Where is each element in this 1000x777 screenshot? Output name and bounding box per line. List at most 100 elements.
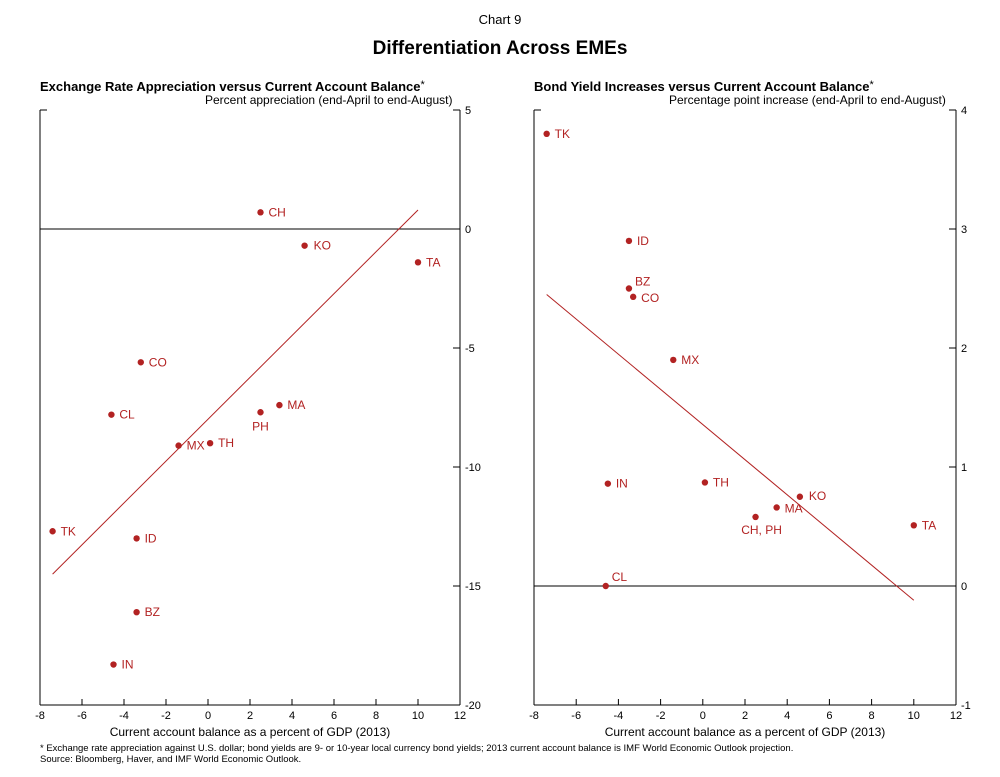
bond-point-bz: [625, 285, 633, 292]
bond-point-ma: [773, 504, 780, 511]
bond-point-label: CH, PH: [741, 523, 782, 537]
exchange-point-label: MX: [187, 439, 205, 453]
exchange-x-tick-label: 12: [454, 710, 466, 722]
bond-point-ko: [796, 493, 804, 500]
left-panel-title-marker: *: [420, 79, 425, 91]
exchange-x-axis-label: Current account balance as a percent of …: [110, 725, 391, 739]
right-panel-title-marker: *: [869, 79, 874, 91]
exchange-point-label: KO: [314, 239, 331, 253]
bond-point-id: [625, 237, 633, 245]
bond-point-tk: [543, 130, 550, 137]
exchange-point-mx: [175, 442, 182, 449]
exchange-y-tick-label: -5: [465, 343, 475, 355]
exchange-x-tick-label: -4: [119, 710, 129, 722]
bond-point-label: CO: [641, 291, 659, 305]
right-panel-title: Bond Yield Increases versus Current Acco…: [534, 79, 874, 94]
bond-x-tick-label: 2: [742, 710, 748, 722]
bond-point-label: TH: [713, 475, 729, 489]
bond-trend-line: [546, 294, 915, 601]
exchange-y-tick-label: 5: [465, 105, 471, 117]
exchange-point-bz: [133, 608, 140, 616]
exchange-x-tick-label: 0: [205, 710, 211, 722]
right-panel-title-text: Bond Yield Increases versus Current Acco…: [534, 79, 870, 94]
exchange-point-co: [137, 359, 144, 366]
exchange-x-tick-label: 8: [373, 710, 379, 722]
exchange-point-th: [206, 440, 214, 447]
bond-y-tick-label: 4: [961, 105, 967, 117]
exchange-y-tick-label: -10: [465, 462, 481, 474]
bond-point-ch-ph: [752, 513, 759, 521]
exchange-point-label: CO: [149, 355, 167, 369]
bond-point-cl: [602, 582, 609, 590]
source-note: Source: Bloomberg, Haver, and IMF World …: [40, 754, 302, 765]
main-title: Differentiation Across EMEs: [372, 38, 628, 59]
exchange-point-ph: [257, 409, 264, 416]
exchange-point-label: CH: [269, 205, 286, 219]
bond-x-tick-label: 8: [869, 710, 875, 722]
exchange-x-tick-label: 6: [331, 710, 337, 722]
bond-x-tick-label: 6: [826, 710, 832, 722]
bond-y-tick-label: 3: [961, 224, 967, 236]
bond-point-mx: [670, 356, 677, 364]
bond-point-th: [701, 479, 709, 486]
bond-x-tick-label: -4: [614, 710, 624, 722]
left-panel-title-text: Exchange Rate Appreciation versus Curren…: [40, 79, 421, 94]
exchange-point-in: [110, 661, 117, 668]
bond-point-ta: [910, 522, 917, 529]
bond-y-tick-label: 1: [961, 462, 967, 474]
bond-point-label: ID: [637, 234, 649, 248]
exchange-y-tick-label: 0: [465, 224, 471, 236]
bond-x-tick-label: -6: [571, 710, 581, 722]
bond-point-in: [604, 480, 612, 487]
exchange-point-label: TA: [426, 255, 440, 269]
left-panel-subtitle: Percent appreciation (end-April to end-A…: [205, 93, 453, 107]
bond-point-label: BZ: [635, 275, 650, 289]
bond-x-tick-label: -8: [529, 710, 539, 722]
bond-point-label: IN: [616, 477, 628, 491]
bond-x-tick-label: 12: [950, 710, 962, 722]
bond-point-label: MA: [785, 501, 803, 515]
bond-point-label: KO: [809, 489, 826, 503]
exchange-point-label: PH: [252, 419, 269, 433]
bond-point-label: MX: [681, 353, 699, 367]
exchange-x-tick-label: 2: [247, 710, 253, 722]
exchange-x-tick-label: -8: [35, 710, 45, 722]
bond-x-tick-label: 4: [784, 710, 790, 722]
exchange-y-tick-label: -20: [465, 700, 481, 712]
exchange-point-ko: [301, 242, 308, 249]
exchange-point-label: MA: [287, 398, 305, 412]
chart-number: Chart 9: [478, 12, 522, 27]
left-panel-title: Exchange Rate Appreciation versus Curren…: [40, 79, 425, 94]
bond-x-tick-label: -2: [656, 710, 666, 722]
exchange-x-tick-label: -2: [161, 710, 171, 722]
bond-x-tick-label: 0: [700, 710, 706, 722]
bond-y-tick-label: 0: [961, 581, 967, 593]
bond-point-label: TA: [922, 518, 936, 532]
exchange-point-id: [133, 535, 140, 542]
bond-y-tick-label: -1: [961, 700, 971, 712]
exchange-point-ch: [257, 209, 264, 216]
right-panel-subtitle: Percentage point increase (end-April to …: [669, 93, 946, 107]
bond-point-co: [629, 293, 637, 301]
exchange-point-label: CL: [119, 408, 135, 422]
exchange-point-label: TH: [218, 436, 234, 450]
exchange-point-label: ID: [145, 531, 157, 545]
exchange-x-tick-label: 4: [289, 710, 295, 722]
bond-x-tick-label: 10: [908, 710, 920, 722]
bond-point-label: TK: [555, 127, 570, 141]
exchange-point-label: IN: [122, 658, 134, 672]
bond-y-tick-label: 2: [961, 343, 967, 355]
exchange-point-label: TK: [61, 524, 76, 538]
exchange-point-cl: [108, 411, 115, 418]
exchange-y-tick-label: -15: [465, 581, 481, 593]
exchange-x-tick-label: 10: [412, 710, 424, 722]
exchange-x-tick-label: -6: [77, 710, 87, 722]
exchange-point-tk: [49, 528, 56, 535]
exchange-point-ma: [276, 401, 283, 409]
footnote: * Exchange rate appreciation against U.S…: [40, 743, 794, 754]
exchange-trend-line: [52, 209, 419, 575]
exchange-point-ta: [414, 259, 422, 266]
bond-point-label: CL: [612, 570, 628, 584]
bond-x-axis-label: Current account balance as a percent of …: [605, 725, 886, 739]
